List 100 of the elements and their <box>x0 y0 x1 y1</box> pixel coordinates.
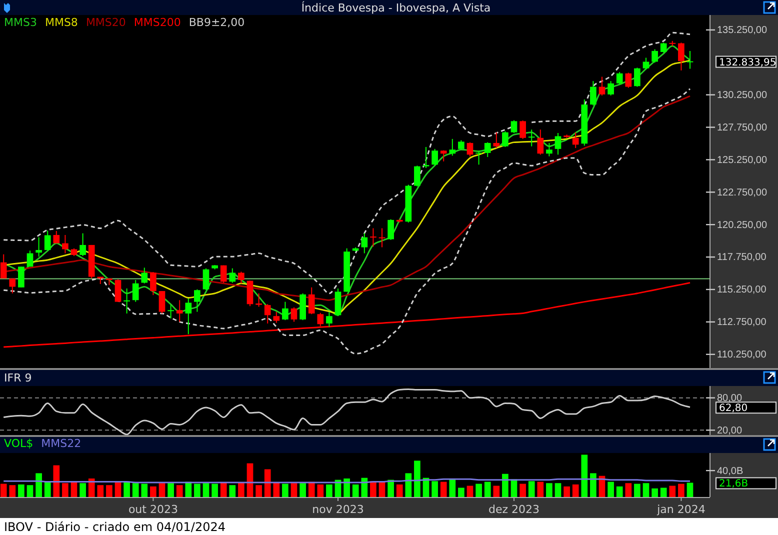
bar <box>185 482 192 497</box>
bar <box>88 478 95 497</box>
bar <box>114 482 122 497</box>
bar <box>246 463 254 497</box>
bar <box>9 485 16 497</box>
candlestick <box>476 150 482 166</box>
bar <box>176 485 183 497</box>
candlestick <box>168 304 174 319</box>
y-tick-label: 127.750,00 <box>717 122 768 134</box>
text: BB9±2,00 <box>188 16 245 29</box>
bar <box>229 485 236 497</box>
y-tick-label: 120.250,00 <box>717 220 768 231</box>
bar <box>0 484 7 497</box>
bar <box>405 473 412 497</box>
bar <box>616 486 623 497</box>
text: VOL$ <box>4 437 34 450</box>
bar <box>440 482 447 497</box>
candlestick <box>616 72 623 85</box>
candlestick <box>36 236 42 258</box>
bar <box>344 478 350 497</box>
candlestick <box>44 230 51 251</box>
bar <box>36 473 42 497</box>
bar <box>484 482 491 497</box>
x-tick-label: dez 2023 <box>488 503 540 516</box>
candlestick <box>554 132 562 156</box>
bar <box>264 469 271 497</box>
bar <box>212 484 218 497</box>
x-tick-label: out 2023 <box>128 503 178 516</box>
chart-title: Índice Bovespa - Ibovespa, A Vista <box>301 0 491 14</box>
bar <box>150 486 156 497</box>
candlestick <box>62 234 68 254</box>
candlestick <box>18 266 24 288</box>
bar <box>537 482 544 497</box>
candlestick <box>642 57 650 70</box>
bar <box>458 488 464 497</box>
candlestick <box>537 129 544 156</box>
candlestick <box>124 288 130 314</box>
line-series <box>2 388 691 435</box>
bar <box>70 482 78 497</box>
candlestick <box>678 42 684 71</box>
bar <box>97 485 104 497</box>
y-tick-label: 110.250,00 <box>717 350 767 361</box>
candlestick <box>361 232 368 254</box>
candlestick <box>141 267 148 284</box>
candlestick <box>273 311 280 324</box>
x-tick-label: jan 2024 <box>656 503 706 516</box>
y-tick-label: 80,00 <box>717 393 742 404</box>
x-tick-label: nov 2023 <box>312 503 364 516</box>
candlestick <box>528 129 535 147</box>
y-tick-label: 135.250,00 <box>717 25 768 36</box>
bar <box>168 483 174 497</box>
bar <box>308 482 315 497</box>
candlestick <box>378 228 386 248</box>
candlestick <box>229 268 236 284</box>
candlestick <box>334 288 342 317</box>
bar <box>625 483 632 497</box>
bar <box>432 481 438 497</box>
text: 132.833,95 <box>719 57 776 68</box>
candlestick <box>26 250 34 268</box>
bar <box>520 484 526 497</box>
candlestick <box>608 80 614 96</box>
bar <box>220 482 227 497</box>
candlestick <box>422 146 430 169</box>
bar <box>124 482 130 497</box>
candlestick <box>510 120 518 134</box>
candlestick <box>449 138 456 156</box>
text: 62,80 <box>719 403 748 414</box>
bar <box>669 486 676 497</box>
bar <box>282 484 288 497</box>
candlestick <box>660 42 667 54</box>
bar <box>634 484 640 497</box>
candlestick <box>9 278 16 294</box>
bar <box>158 483 166 497</box>
candlestick <box>414 165 420 187</box>
bar <box>290 483 298 497</box>
y-tick-label: 122.750,00 <box>717 187 768 198</box>
candlestick <box>246 280 254 307</box>
text: MMS3 <box>4 16 37 29</box>
candlestick <box>0 254 7 279</box>
line-series <box>2 282 691 348</box>
candlestick <box>176 300 183 322</box>
line-series <box>2 88 691 354</box>
candlestick <box>370 228 376 248</box>
candlestick <box>150 272 156 296</box>
bar <box>256 485 262 497</box>
candlestick <box>686 50 694 70</box>
candlestick <box>220 264 227 284</box>
bar <box>466 486 474 497</box>
candlestick <box>466 142 474 157</box>
bar <box>678 484 684 497</box>
candlestick <box>388 218 394 240</box>
bar <box>554 483 562 497</box>
bar <box>80 483 86 497</box>
candlestick <box>572 132 579 149</box>
y-tick-label: 20,00 <box>717 425 742 436</box>
bar <box>370 481 376 497</box>
bar <box>53 465 60 497</box>
bar <box>26 485 34 497</box>
y-tick-label: 125.250,00 <box>717 154 768 166</box>
bar <box>660 488 667 497</box>
